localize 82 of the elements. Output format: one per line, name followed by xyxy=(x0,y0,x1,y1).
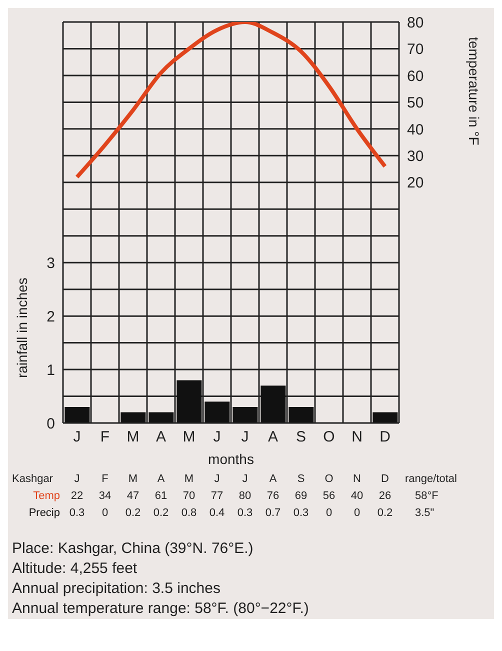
category-label: D xyxy=(381,473,389,485)
data-label: 0.2 xyxy=(124,507,142,519)
bar xyxy=(120,412,146,423)
data-label: 0 xyxy=(352,507,362,519)
text: 3.5" xyxy=(415,507,434,519)
data-label: 61 xyxy=(154,490,168,502)
text: Annual temperature range: 58°F. (80°−22°F.) xyxy=(12,599,310,619)
data-label: 40 xyxy=(350,490,364,502)
data-label: 76 xyxy=(266,490,280,502)
category-label: A xyxy=(157,473,165,485)
data-label: 0.3 xyxy=(236,507,254,519)
text: Kashgar xyxy=(12,473,53,485)
text: 58°F xyxy=(415,490,438,502)
data-label: 77 xyxy=(210,490,224,502)
x-tick-label: M xyxy=(126,428,140,446)
x-tick-label: S xyxy=(296,428,306,446)
x-tick-label: J xyxy=(73,428,81,446)
bar xyxy=(64,406,90,423)
data-label: 22 xyxy=(70,490,84,502)
x-tick-label: A xyxy=(268,428,278,446)
text: Place: Kashgar, China (39°N. 76°E.) xyxy=(12,539,254,559)
data-label: 0.3 xyxy=(68,507,86,519)
category-label: F xyxy=(102,473,108,485)
x-axis-title: months xyxy=(208,451,254,467)
text: Precip xyxy=(28,507,60,519)
text: Altitude: 4,255 feet xyxy=(12,559,138,579)
category-label: J xyxy=(214,473,220,485)
data-label: 0 xyxy=(100,507,110,519)
category-label: A xyxy=(269,473,277,485)
bar xyxy=(260,386,286,423)
y2-tick-label: 40 xyxy=(407,121,424,138)
data-label: 0.2 xyxy=(152,507,170,519)
data-label: 56 xyxy=(322,490,336,502)
x-tick-label: J xyxy=(241,428,249,446)
data-label: 0.2 xyxy=(376,507,394,519)
y2-tick-label: 70 xyxy=(407,41,424,58)
x-tick-label: N xyxy=(352,428,362,446)
data-label: 0.7 xyxy=(264,507,282,519)
category-label: M xyxy=(128,473,138,485)
x-tick-label: M xyxy=(182,428,196,446)
bar xyxy=(176,380,202,423)
x-tick-label: O xyxy=(323,428,335,446)
y2-tick-label: 50 xyxy=(407,94,424,112)
data-label: 26 xyxy=(378,490,392,502)
y2-tick-label: 30 xyxy=(407,148,424,165)
category-label: J xyxy=(74,473,80,485)
category-label: M xyxy=(184,473,194,485)
text: Annual precipitation: 3.5 inches xyxy=(12,579,222,599)
y2-tick-label: 80 xyxy=(407,14,424,32)
x-tick-label: J xyxy=(213,428,221,446)
bar xyxy=(204,402,230,423)
category-label: S xyxy=(297,473,305,485)
y-tick-label: 2 xyxy=(46,308,55,326)
y2-axis-title: temperature in °F xyxy=(466,37,482,146)
text: range/total xyxy=(405,473,457,485)
data-label: 69 xyxy=(294,490,308,502)
data-label: 80 xyxy=(238,490,252,502)
data-label: 0.3 xyxy=(292,507,310,519)
x-tick-label: A xyxy=(156,428,166,446)
bar xyxy=(372,412,398,423)
text: Temp xyxy=(33,490,60,502)
category-label: N xyxy=(353,473,361,485)
category-label: O xyxy=(324,473,334,485)
bar xyxy=(232,406,258,423)
data-label: 34 xyxy=(98,490,112,502)
data-label: 0 xyxy=(324,507,334,519)
y2-tick-label: 20 xyxy=(407,174,424,192)
y-tick-label: 0 xyxy=(46,415,55,432)
data-label: 70 xyxy=(182,490,196,502)
data-label: 0.4 xyxy=(208,507,226,519)
category-label: J xyxy=(242,473,248,485)
bar xyxy=(288,406,314,423)
y2-tick-label: 60 xyxy=(407,68,424,85)
data-label: 47 xyxy=(126,490,140,502)
x-tick-label: F xyxy=(100,428,110,446)
data-label: 0.8 xyxy=(180,507,198,519)
x-tick-label: D xyxy=(380,428,391,446)
bar xyxy=(148,412,174,423)
line-series xyxy=(75,22,387,180)
y-tick-label: 1 xyxy=(46,362,55,379)
y-axis-title: rainfall in inches xyxy=(14,278,30,378)
y-tick-label: 3 xyxy=(46,254,55,272)
